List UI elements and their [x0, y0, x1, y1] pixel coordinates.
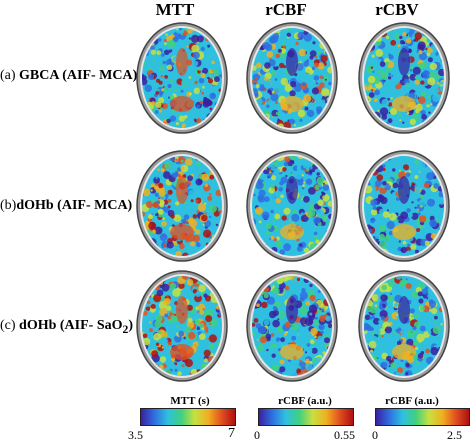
- brain-scan-r1-c3: [358, 22, 450, 134]
- brain-scan-r2-c1: [136, 150, 228, 262]
- row-label-a: (a) GBCA (AIF- MCA): [0, 68, 138, 83]
- brain-scan-r3-c3: [358, 270, 450, 382]
- colorbar-max-mtt: 7: [228, 426, 235, 441]
- row-label-c: (c) dOHb (AIF- SaO2): [0, 318, 134, 336]
- colorbar-title-mtt: MTT (s): [170, 395, 210, 407]
- brain-scan-r3-c2: [246, 270, 338, 382]
- brain-scan-r1-c2: [246, 22, 338, 134]
- brain-scan-r3-c1: [136, 270, 228, 382]
- brain-scan-r1-c1: [136, 22, 228, 134]
- colorbar-min-rcbv: 0: [372, 428, 378, 442]
- column-header-mtt: MTT: [155, 0, 195, 19]
- colorbar-rcbv: [375, 408, 470, 426]
- colorbar-title-rcbv: rCBF (a.u.): [385, 395, 439, 407]
- brain-scan-r2-c3: [358, 150, 450, 262]
- colorbar-mtt: [140, 408, 236, 426]
- column-header-rcbv: rCBV: [375, 0, 419, 19]
- colorbar-max-rcbv: 2.5: [447, 428, 462, 442]
- colorbar-title-rcbf: rCBF (a.u.): [278, 395, 332, 407]
- colorbar-min-rcbf: 0: [254, 428, 260, 442]
- colorbar-max-rcbf: 0.55: [334, 428, 355, 442]
- colorbar-min-mtt: 3.5: [128, 428, 143, 442]
- brain-scan-r2-c2: [246, 150, 338, 262]
- row-label-b: (b)dOHb (AIF- MCA): [0, 198, 133, 213]
- colorbar-rcbf: [258, 408, 354, 426]
- column-header-rcbf: rCBF: [265, 0, 307, 19]
